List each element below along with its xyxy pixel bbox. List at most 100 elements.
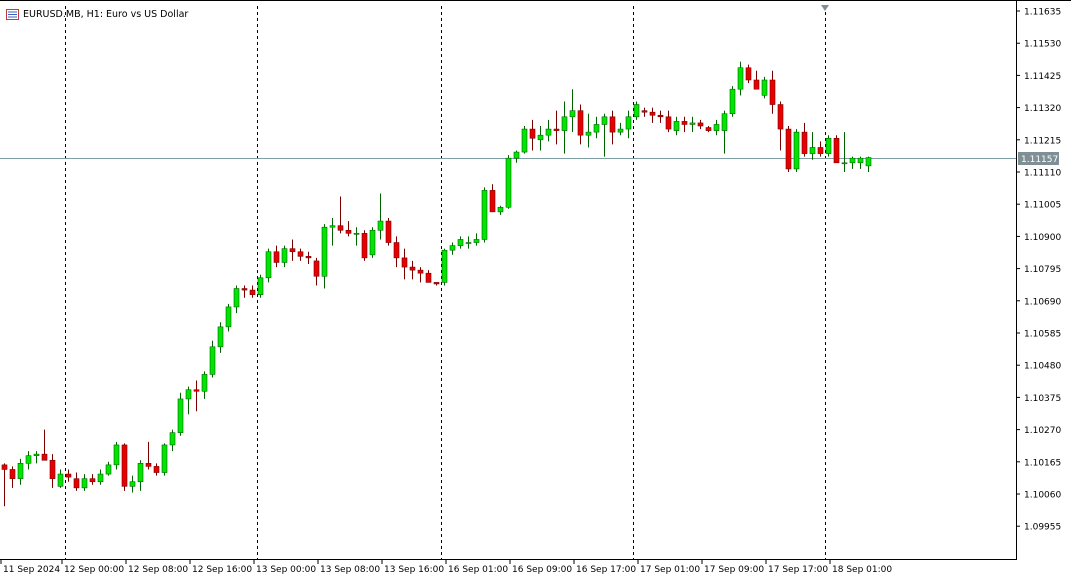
candle-body	[665, 116, 672, 130]
candle-body	[625, 116, 632, 130]
candle	[409, 260, 416, 280]
candle	[537, 126, 544, 151]
price-tick-label: 1.09955	[1024, 523, 1061, 533]
candle	[209, 340, 216, 378]
candle-body	[505, 157, 512, 208]
candle	[89, 474, 96, 485]
candle-body	[105, 464, 112, 475]
candle-body	[233, 288, 240, 308]
candle-body	[521, 128, 528, 153]
time-tick-label: 18 Sep 01:00	[832, 565, 892, 575]
price-tick-label: 1.11320	[1024, 104, 1061, 114]
price-tick-label: 1.11110	[1024, 169, 1061, 179]
candle	[121, 443, 128, 491]
candle-body	[569, 110, 576, 118]
price-tick-label: 1.11635	[1024, 8, 1061, 18]
candle-body	[57, 473, 64, 487]
price-tick-label: 1.11530	[1024, 40, 1061, 50]
chart-window-icon	[6, 9, 19, 20]
candle-body	[97, 473, 104, 483]
time-tick-label: 16 Sep 17:00	[576, 565, 636, 575]
time-tick-label: 12 Sep 08:00	[128, 565, 188, 575]
candle	[97, 469, 104, 485]
candle-body	[33, 453, 40, 456]
price-axis[interactable]: 1.11635 1.11530 1.11425 1.11320 1.11215 1.111…	[1016, 8, 1061, 533]
candle	[329, 218, 336, 246]
candle-body	[89, 478, 96, 483]
candle	[577, 104, 584, 145]
candle-body	[441, 249, 448, 283]
candle	[633, 101, 640, 120]
time-tick-label: 11 Sep 2024	[3, 565, 60, 575]
candle	[497, 205, 504, 215]
candle	[841, 132, 848, 172]
candle-body	[841, 162, 848, 165]
price-tick-label: 1.11005	[1024, 201, 1061, 211]
time-tick-label: 16 Sep 01:00	[448, 565, 508, 575]
candle	[265, 248, 272, 283]
candle	[169, 429, 176, 452]
candle-body	[273, 251, 280, 263]
candle-body	[369, 229, 376, 256]
candle-body	[417, 269, 424, 274]
candle	[433, 282, 440, 286]
candle	[513, 150, 520, 163]
candle-body	[321, 226, 328, 277]
candle-body	[385, 220, 392, 243]
candle-body	[529, 128, 536, 139]
price-tick-label: 1.10375	[1024, 394, 1061, 404]
candle-body	[65, 473, 72, 478]
candle	[81, 474, 88, 491]
candle-body	[489, 190, 496, 213]
candle-body	[361, 233, 368, 259]
candle-body	[673, 121, 680, 131]
candle	[305, 251, 312, 264]
candle-body	[553, 128, 560, 131]
candle	[457, 236, 464, 249]
time-tick-label: 17 Sep 09:00	[704, 565, 764, 575]
candle	[825, 135, 832, 157]
candle-body	[633, 104, 640, 118]
candle-body	[425, 272, 432, 283]
candle	[441, 248, 448, 286]
candle	[681, 116, 688, 133]
candle	[857, 156, 864, 169]
candle-body	[649, 111, 656, 116]
candle	[705, 126, 712, 133]
candle-body	[825, 137, 832, 154]
candle	[233, 285, 240, 314]
candle-body	[393, 242, 400, 259]
candle-body	[449, 245, 456, 251]
candle-body	[137, 463, 144, 483]
candle	[617, 122, 624, 136]
candle-body	[177, 398, 184, 433]
candle	[769, 70, 776, 114]
candle	[785, 126, 792, 172]
candle-body	[577, 110, 584, 136]
candle	[385, 218, 392, 246]
candle	[689, 116, 696, 133]
candle-body	[705, 127, 712, 131]
candle-body	[641, 110, 648, 113]
candle-body	[513, 151, 520, 159]
candle-body	[769, 79, 776, 105]
candle-body	[169, 432, 176, 446]
candle	[73, 472, 80, 491]
candle-body	[761, 79, 768, 96]
candle-body	[729, 88, 736, 115]
candle-body	[657, 114, 664, 118]
time-axis[interactable]: 11 Sep 2024 12 Sep 00:00 12 Sep 08:00 12 Se…	[0, 559, 892, 575]
candle-body	[185, 389, 192, 400]
candle	[281, 245, 288, 268]
chart-frame	[0, 0, 1071, 560]
candle	[505, 155, 512, 209]
candle	[809, 132, 816, 160]
candle-body	[545, 128, 552, 136]
candle	[729, 86, 736, 117]
shift-marker-icon[interactable]	[821, 5, 829, 11]
candle	[849, 156, 856, 169]
candle	[417, 267, 424, 283]
time-tick-label: 12 Sep 16:00	[192, 565, 252, 575]
